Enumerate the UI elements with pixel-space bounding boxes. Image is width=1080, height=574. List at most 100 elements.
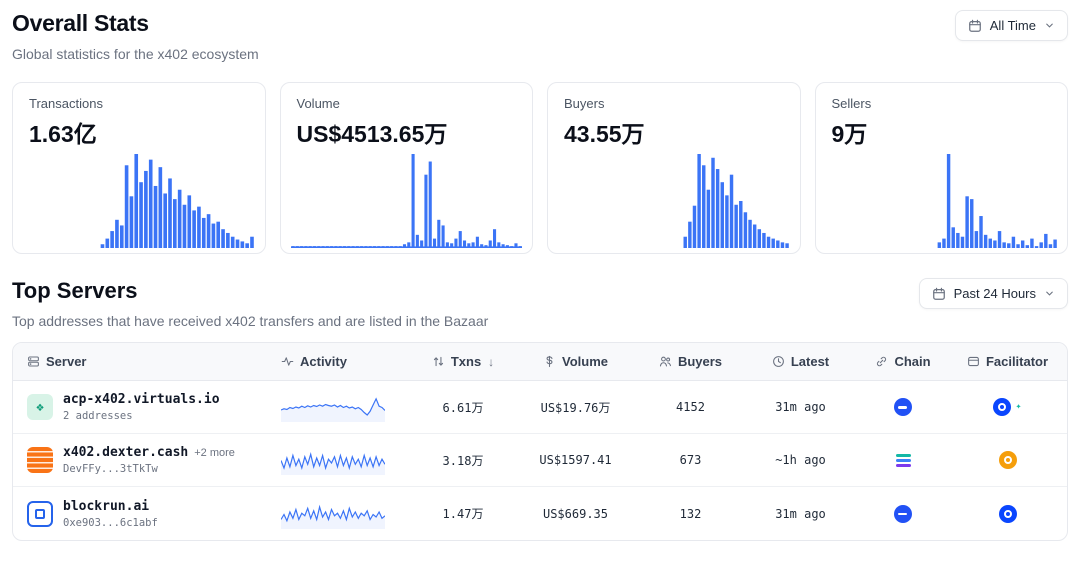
dollar-icon bbox=[546, 355, 553, 368]
chain-link-icon bbox=[877, 356, 887, 367]
coinbase-facilitator-icon bbox=[998, 504, 1017, 523]
facilitator-cell: ✦ bbox=[948, 398, 1067, 416]
activity-sparkline bbox=[280, 392, 386, 422]
column-header-chain[interactable]: Chain bbox=[858, 354, 948, 369]
chain-cell bbox=[858, 398, 948, 416]
facilitator-cell bbox=[948, 451, 1067, 469]
page-subtitle: Global statistics for the x402 ecosystem bbox=[12, 46, 259, 62]
time-filter-label: Past 24 Hours bbox=[953, 286, 1036, 301]
column-header-buyers[interactable]: Buyers bbox=[638, 354, 743, 369]
volume-cell: US$669.35 bbox=[542, 506, 609, 521]
orange-facilitator-icon bbox=[998, 451, 1017, 469]
column-label: Facilitator bbox=[985, 354, 1049, 369]
server-icon bbox=[28, 356, 39, 367]
server-cell: blockrun.ai 0xe903...6c1abf bbox=[13, 499, 271, 529]
stat-cards: Transactions 1.63亿 Volume US$4513.65万 Bu… bbox=[12, 82, 1068, 254]
activity-sparkline bbox=[280, 499, 386, 529]
column-header-volume[interactable]: Volume bbox=[513, 354, 638, 369]
server-subtext: 2 addresses bbox=[63, 410, 133, 422]
sparkle-icon: ✦ bbox=[1015, 401, 1022, 412]
stat-value: 1.63亿 bbox=[29, 121, 97, 147]
blockrun-logo-icon bbox=[27, 500, 53, 527]
sort-desc-icon: ↓ bbox=[488, 354, 495, 369]
base-chain-icon bbox=[894, 398, 912, 416]
buyers-cell: 673 bbox=[679, 453, 702, 467]
column-header-latest[interactable]: Latest bbox=[743, 354, 858, 369]
column-label: Activity bbox=[300, 354, 347, 369]
server-cell: x402.dexter.cash +2 more DevFFy...3tTkTw bbox=[13, 445, 271, 475]
txns-cell: 1.47万 bbox=[442, 507, 484, 521]
stat-value: 9万 bbox=[831, 121, 868, 147]
facilitator-card-icon bbox=[968, 356, 979, 367]
server-subtext: DevFFy...3tTkTw bbox=[63, 463, 158, 475]
table-row-acp-x402-virtuals-io[interactable]: ❖ acp-x402.virtuals.io 2 addresses 6.61万… bbox=[13, 381, 1067, 434]
top-servers-table: Server Activity Txns ↓ Volume Buyers bbox=[12, 342, 1068, 541]
txns-cell: 3.18万 bbox=[442, 453, 484, 468]
time-filter-past-24-hours-button[interactable]: Past 24 Hours bbox=[918, 278, 1068, 309]
buyers-cell: 4152 bbox=[676, 400, 705, 414]
table-header-row: Server Activity Txns ↓ Volume Buyers bbox=[13, 343, 1067, 381]
table-row-x402-dexter-cash[interactable]: x402.dexter.cash +2 more DevFFy...3tTkTw … bbox=[13, 434, 1067, 487]
column-label: Server bbox=[46, 354, 87, 369]
time-filter-all-time-button[interactable]: All Time bbox=[954, 10, 1068, 41]
column-header-facilitator[interactable]: Facilitator bbox=[948, 354, 1067, 369]
column-label: Chain bbox=[894, 354, 931, 369]
stat-label: Buyers bbox=[564, 96, 605, 111]
server-subtext: 0xe903...6c1abf bbox=[63, 516, 158, 529]
stat-card-volume: Volume US$4513.65万 bbox=[279, 82, 533, 254]
stat-card-sellers: Sellers 9万 bbox=[814, 82, 1068, 254]
column-header-txns[interactable]: Txns ↓ bbox=[413, 354, 513, 369]
latest-cell: 31m ago bbox=[775, 506, 826, 521]
txns-cell: 6.61万 bbox=[442, 400, 484, 415]
overall-stats-header: Overall Stats Global statistics for the … bbox=[12, 10, 1068, 62]
table-row-blockrun-ai[interactable]: blockrun.ai 0xe903...6c1abf 1.47万 US$669… bbox=[13, 487, 1067, 540]
base-chain-icon bbox=[894, 504, 912, 523]
activity-sparkline bbox=[280, 445, 386, 475]
buyers-cell: 132 bbox=[679, 506, 702, 521]
chain-cell bbox=[858, 504, 948, 523]
volume-mini-chart bbox=[290, 152, 522, 248]
sellers-mini-chart bbox=[826, 152, 1058, 248]
server-cell: ❖ acp-x402.virtuals.io 2 addresses bbox=[13, 392, 271, 422]
server-name: acp-x402.virtuals.io bbox=[63, 392, 220, 407]
chain-cell bbox=[858, 453, 948, 467]
column-label: Buyers bbox=[677, 354, 723, 369]
activity-cell bbox=[271, 499, 413, 529]
server-name: x402.dexter.cash +2 more bbox=[63, 445, 235, 460]
people-icon bbox=[659, 356, 671, 367]
section-title: Top Servers bbox=[12, 278, 138, 303]
buyers-mini-chart bbox=[558, 152, 790, 248]
latest-cell: 31m ago bbox=[775, 400, 826, 414]
top-servers-header: Top Servers Top addresses that have rece… bbox=[12, 278, 1068, 329]
calendar-icon bbox=[932, 287, 945, 300]
latest-cell: ~1h ago bbox=[775, 453, 826, 467]
stat-label: Volume bbox=[296, 96, 340, 111]
dashboard-page: Overall Stats Global statistics for the … bbox=[12, 10, 1068, 541]
stat-value: 43.55万 bbox=[564, 121, 645, 147]
calendar-icon bbox=[968, 19, 981, 32]
activity-cell bbox=[271, 445, 413, 475]
stat-value: US$4513.65万 bbox=[296, 121, 448, 147]
more-servers-badge: +2 more bbox=[194, 447, 235, 459]
column-label: Txns bbox=[450, 354, 482, 369]
chevron-down-icon bbox=[1046, 23, 1053, 28]
sort-arrows-icon bbox=[433, 356, 443, 367]
coinbase-facilitator-icon bbox=[993, 398, 1012, 416]
stat-card-transactions: Transactions 1.63亿 bbox=[12, 82, 266, 254]
column-header-server[interactable]: Server bbox=[13, 354, 271, 369]
chevron-down-icon bbox=[1046, 291, 1053, 296]
stat-label: Transactions bbox=[29, 96, 103, 111]
column-label: Latest bbox=[790, 354, 830, 369]
column-header-activity[interactable]: Activity bbox=[271, 354, 413, 369]
column-label: Volume bbox=[562, 354, 608, 369]
volume-cell: US$1597.41 bbox=[539, 453, 612, 467]
stat-label: Sellers bbox=[831, 96, 872, 111]
page-title: Overall Stats bbox=[12, 10, 149, 36]
virtuals-logo-icon: ❖ bbox=[27, 394, 53, 420]
dexter-logo-icon bbox=[27, 447, 53, 473]
volume-cell: US$19.76万 bbox=[540, 400, 611, 415]
activity-icon bbox=[281, 357, 294, 366]
clock-icon bbox=[772, 356, 784, 367]
stat-card-buyers: Buyers 43.55万 bbox=[547, 82, 801, 254]
time-filter-label: All Time bbox=[989, 18, 1036, 33]
